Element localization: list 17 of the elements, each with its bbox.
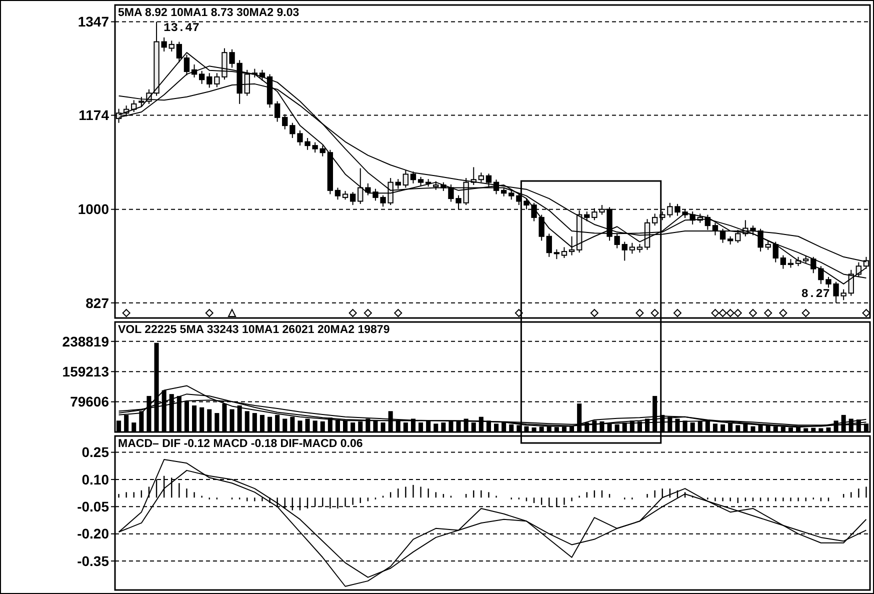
annotation: 13.47 [164,20,200,35]
chart-title: MACD– DIF -0.12 MACD -0.18 DIF-MACD 0.06 [118,438,363,450]
y-tick-label: 0.10 [82,471,110,488]
y-tick-label: 1347 [78,14,110,30]
y-tick-label: 827 [86,294,110,311]
chart-title: VOL 22225 5MA 33243 10MA1 26021 20MA2 19879 [118,324,390,336]
chart-title: 5MA 8.92 10MA1 8.73 30MA2 9.03 [118,7,300,19]
y-tick-label: 238819 [62,333,110,350]
annotation: 8.27 [801,286,830,301]
y-tick-label: -0.20 [77,526,110,542]
y-tick-label: 1000 [78,201,110,218]
y-tick-label: 0.25 [82,444,110,460]
y-tick-label: 159213 [62,364,110,380]
y-tick-label: 1174 [78,107,110,124]
y-tick-label: -0.35 [77,552,110,569]
y-tick-label: 79606 [70,394,110,410]
y-tick-label: -0.05 [77,498,110,515]
